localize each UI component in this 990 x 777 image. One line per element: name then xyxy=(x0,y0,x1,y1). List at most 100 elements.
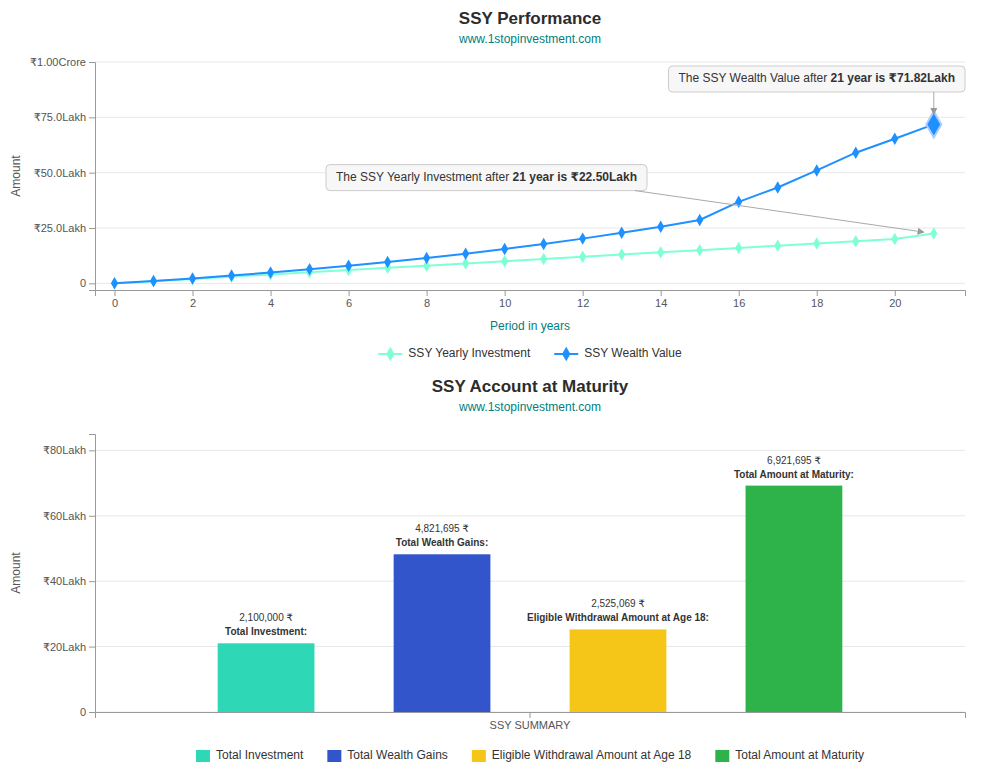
annotation-text-emphasis: 21 year is ₹22.50Lakh xyxy=(513,170,637,184)
marker xyxy=(384,256,391,268)
bar-chart: 0₹20Lakh₹40Lakh₹60Lakh₹80LakhAmountSSY S… xyxy=(9,435,966,763)
tick: 4 xyxy=(268,290,274,309)
tick-label: 4 xyxy=(268,297,274,309)
y-axis: 0₹20Lakh₹40Lakh₹60Lakh₹80Lakh xyxy=(43,435,96,719)
annotation: The SSY Wealth Value after 21 year is ₹7… xyxy=(668,66,965,114)
tick-mark xyxy=(89,228,95,229)
marker xyxy=(774,181,781,193)
y-axis-title: Amount xyxy=(9,552,23,594)
tick: 2 xyxy=(190,290,196,309)
tick-mark xyxy=(739,290,740,296)
tick-label: SSY SUMMARY xyxy=(490,719,572,731)
marker xyxy=(306,263,313,275)
data-label-caption: Total Investment: xyxy=(225,626,307,637)
tick-mark xyxy=(193,290,194,296)
marker xyxy=(852,146,859,158)
marker xyxy=(150,275,157,287)
grid-line xyxy=(95,283,965,284)
tick-mark xyxy=(661,290,662,296)
y-axis: 0₹25.0Lakh₹50.0Lakh₹75.0Lakh₹1.00Crore xyxy=(30,56,95,290)
marker xyxy=(228,269,235,281)
tick-label: ₹80Lakh xyxy=(43,444,86,456)
annotation-box xyxy=(668,66,965,92)
legend-swatch xyxy=(196,750,210,762)
marker xyxy=(891,233,898,245)
series xyxy=(218,643,315,712)
legend-label: Eligible Withdrawal Amount at Age 18 xyxy=(492,748,692,762)
tick: 10 xyxy=(499,290,511,309)
legend-label: SSY Yearly Investment xyxy=(408,346,531,360)
tick: 20 xyxy=(889,290,901,309)
legend-swatch-marker xyxy=(386,347,394,361)
marker xyxy=(189,272,196,284)
legend-item: Total Wealth Gains xyxy=(327,748,448,762)
tick-label: 0 xyxy=(80,277,86,289)
marker xyxy=(696,214,703,226)
y-axis-title: Amount xyxy=(9,155,23,197)
series xyxy=(111,227,937,289)
series xyxy=(394,554,491,712)
tick-label: ₹40Lakh xyxy=(43,575,86,587)
marker xyxy=(462,247,469,259)
tick-mark xyxy=(349,290,350,296)
annotation-text: The SSY Wealth Value after 21 year is ₹7… xyxy=(678,71,955,85)
tick-label: ₹50.0Lakh xyxy=(34,167,86,179)
axis-line xyxy=(96,713,966,719)
tick-label: ₹25.0Lakh xyxy=(34,222,86,234)
marker xyxy=(501,243,508,255)
marker xyxy=(423,252,430,264)
tick-label: 6 xyxy=(346,297,352,309)
grid-line xyxy=(95,117,965,118)
tick: 12 xyxy=(577,290,589,309)
tick: 8 xyxy=(424,290,430,309)
axis-line xyxy=(89,63,96,291)
data-labels: 2,100,000 ₹Total Investment:4,821,695 ₹T… xyxy=(225,455,854,638)
marker xyxy=(618,227,625,239)
grid-line xyxy=(95,62,965,63)
legend-swatch xyxy=(327,750,341,762)
x-axis: SSY SUMMARY xyxy=(96,712,966,731)
tick-mark xyxy=(583,290,584,296)
bar xyxy=(746,486,843,712)
tick: 14 xyxy=(655,290,667,309)
bar xyxy=(570,629,667,712)
marker xyxy=(891,133,898,145)
annotation-text: The SSY Yearly Investment after 21 year … xyxy=(336,170,637,184)
grid-line xyxy=(95,450,965,451)
legend-swatch xyxy=(472,750,486,762)
tick: ₹75.0Lakh xyxy=(34,111,95,123)
bar xyxy=(394,554,491,712)
x-axis: 0 2 4 6 8 10 12 14 16 18 20 xyxy=(96,290,966,309)
marker xyxy=(150,275,157,287)
tick: ₹25.0Lakh xyxy=(34,222,95,234)
marker xyxy=(501,255,508,267)
axis-line xyxy=(89,435,96,713)
marker xyxy=(189,273,196,285)
tick-label: 16 xyxy=(733,297,745,309)
tick-label: 12 xyxy=(577,297,589,309)
tick-label: 0 xyxy=(112,297,118,309)
annotation-text-part: The SSY Yearly Investment after xyxy=(336,170,513,184)
data-label: 2,525,069 ₹ xyxy=(591,598,645,609)
tick-mark xyxy=(89,712,95,713)
data-label-caption: Total Wealth Gains: xyxy=(396,537,488,548)
data-label: 6,921,695 ₹ xyxy=(767,455,821,466)
tick-mark xyxy=(89,117,95,118)
tick: 0 xyxy=(80,706,95,718)
annotations: The SSY Wealth Value after 21 year is ₹7… xyxy=(326,66,965,232)
tick-label: 0 xyxy=(80,706,86,718)
marker xyxy=(540,253,547,265)
annotation-arrow xyxy=(933,92,934,114)
annotation-box xyxy=(326,165,647,191)
annotation: The SSY Yearly Investment after 21 year … xyxy=(326,165,924,233)
bar xyxy=(218,643,315,712)
tick: 18 xyxy=(811,290,823,309)
tick-mark xyxy=(89,62,95,63)
tick-label: 2 xyxy=(190,297,196,309)
line xyxy=(115,124,934,283)
tick: ₹60Lakh xyxy=(43,510,95,522)
legend: SSY Yearly InvestmentSSY Wealth Value xyxy=(378,346,682,361)
annotation-text-emphasis: 21 year is ₹71.82Lakh xyxy=(831,71,955,85)
highlight-marker xyxy=(927,113,940,135)
tick: ₹40Lakh xyxy=(43,575,95,587)
